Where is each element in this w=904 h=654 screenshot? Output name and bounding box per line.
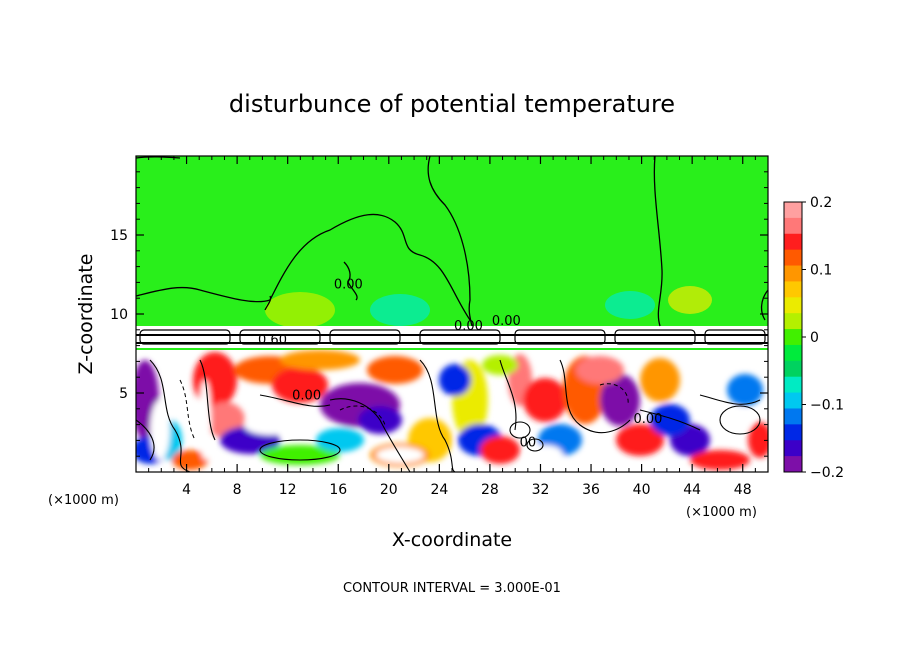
x-axis-label: X-coordinate (392, 529, 512, 551)
field-shading (136, 156, 768, 472)
field-blob-white (244, 415, 296, 435)
field-blob (260, 445, 340, 465)
band-contour (419, 329, 501, 345)
contour-label: 0.00 (334, 278, 363, 293)
band-contour (514, 329, 606, 345)
x-tick-label: 44 (683, 482, 701, 498)
colorbar-segment (784, 440, 802, 457)
colorbar-segment (784, 265, 802, 282)
field-blob-white (719, 408, 751, 432)
field-blob (727, 374, 763, 406)
colorbar-segment (784, 424, 802, 441)
colorbar-tick-label: −0.1 (810, 398, 844, 414)
field-blob (272, 367, 328, 403)
colorbar-segment (784, 202, 802, 219)
x-tick-label: 8 (233, 482, 242, 498)
contour-label: 00 (520, 436, 537, 451)
y-tick-label: 5 (119, 386, 128, 402)
colorbar-tick-label: −0.2 (810, 465, 844, 481)
x-tick-label: 24 (430, 482, 448, 498)
colorbar-segment (784, 329, 802, 346)
contour-label: 0.00 (292, 388, 321, 403)
contour-label: 0.00 (492, 314, 521, 329)
field-blob (600, 374, 640, 426)
colorbar-segment (784, 392, 802, 409)
band-contour (704, 329, 766, 345)
colorbar-segment (784, 217, 802, 235)
x-axis-unit: (×1000 m) (686, 505, 757, 520)
x-tick-label: 28 (481, 482, 499, 498)
field-blob (650, 404, 690, 436)
contour-labels: 0.00 0.60 0.00 0.00 0.00 0.00 00 (258, 278, 662, 451)
colorbar-segment (784, 376, 802, 394)
x-tick-label: 4 (182, 482, 191, 498)
colorbar-segment (784, 344, 802, 362)
colorbar-segment (784, 360, 802, 378)
y-tick-label: 15 (110, 228, 128, 244)
colorbar-segment (784, 313, 802, 330)
colorbar-segment (784, 456, 802, 473)
chart-title: disturbunce of potential temperature (229, 90, 675, 118)
colorbar-segment (784, 297, 802, 314)
field-blob-white (527, 445, 563, 465)
field-blob (576, 356, 624, 384)
field-blob (616, 424, 664, 456)
x-tick-label: 36 (582, 482, 600, 498)
field-blob-white (150, 400, 170, 460)
colorbar-tick-label: 0 (810, 330, 819, 346)
colorbar-segment (784, 408, 802, 425)
band-contour (614, 329, 696, 345)
band-contour (239, 329, 321, 345)
field-blob (280, 350, 360, 370)
field-blob (523, 378, 567, 422)
colorbar-segment (784, 249, 802, 267)
field-blob (480, 436, 520, 464)
contour-interval-note: CONTOUR INTERVAL = 3.000E-01 (343, 581, 561, 596)
field-blob (690, 450, 750, 470)
field-blob (367, 356, 423, 384)
contour-label: 0.00 (633, 412, 662, 427)
colorbar-tick-label: 0.2 (810, 195, 832, 211)
field-blob (439, 364, 471, 396)
band-contour (329, 329, 401, 345)
y-tick-label: 10 (110, 307, 128, 323)
contour-label: 0.00 (454, 319, 483, 334)
x-tick-label: 20 (380, 482, 398, 498)
x-tick-label: 40 (633, 482, 651, 498)
colorbar-segment (784, 281, 802, 298)
y-axis: 5 10 15 (110, 171, 768, 457)
contour-label: 0.60 (258, 333, 287, 348)
y-axis-label: Z-coordinate (75, 254, 97, 375)
x-axis: 4 8 12 16 20 24 28 32 36 40 44 48 (148, 156, 756, 498)
x-tick-label: 32 (532, 482, 550, 498)
x-tick-label: 48 (734, 482, 752, 498)
field-blob (316, 428, 364, 452)
x-origin-unit: (×1000 m) (48, 493, 119, 508)
x-tick-label: 12 (279, 482, 297, 498)
x-tick-label: 16 (329, 482, 347, 498)
colorbar-segment (784, 233, 802, 251)
band-contour (139, 329, 231, 345)
colorbar: 0.2 0.1 0 −0.1 −0.2 (783, 195, 844, 481)
colorbar-tick-label: 0.1 (810, 263, 832, 279)
field-blob (640, 358, 680, 402)
field-blob (482, 355, 518, 375)
